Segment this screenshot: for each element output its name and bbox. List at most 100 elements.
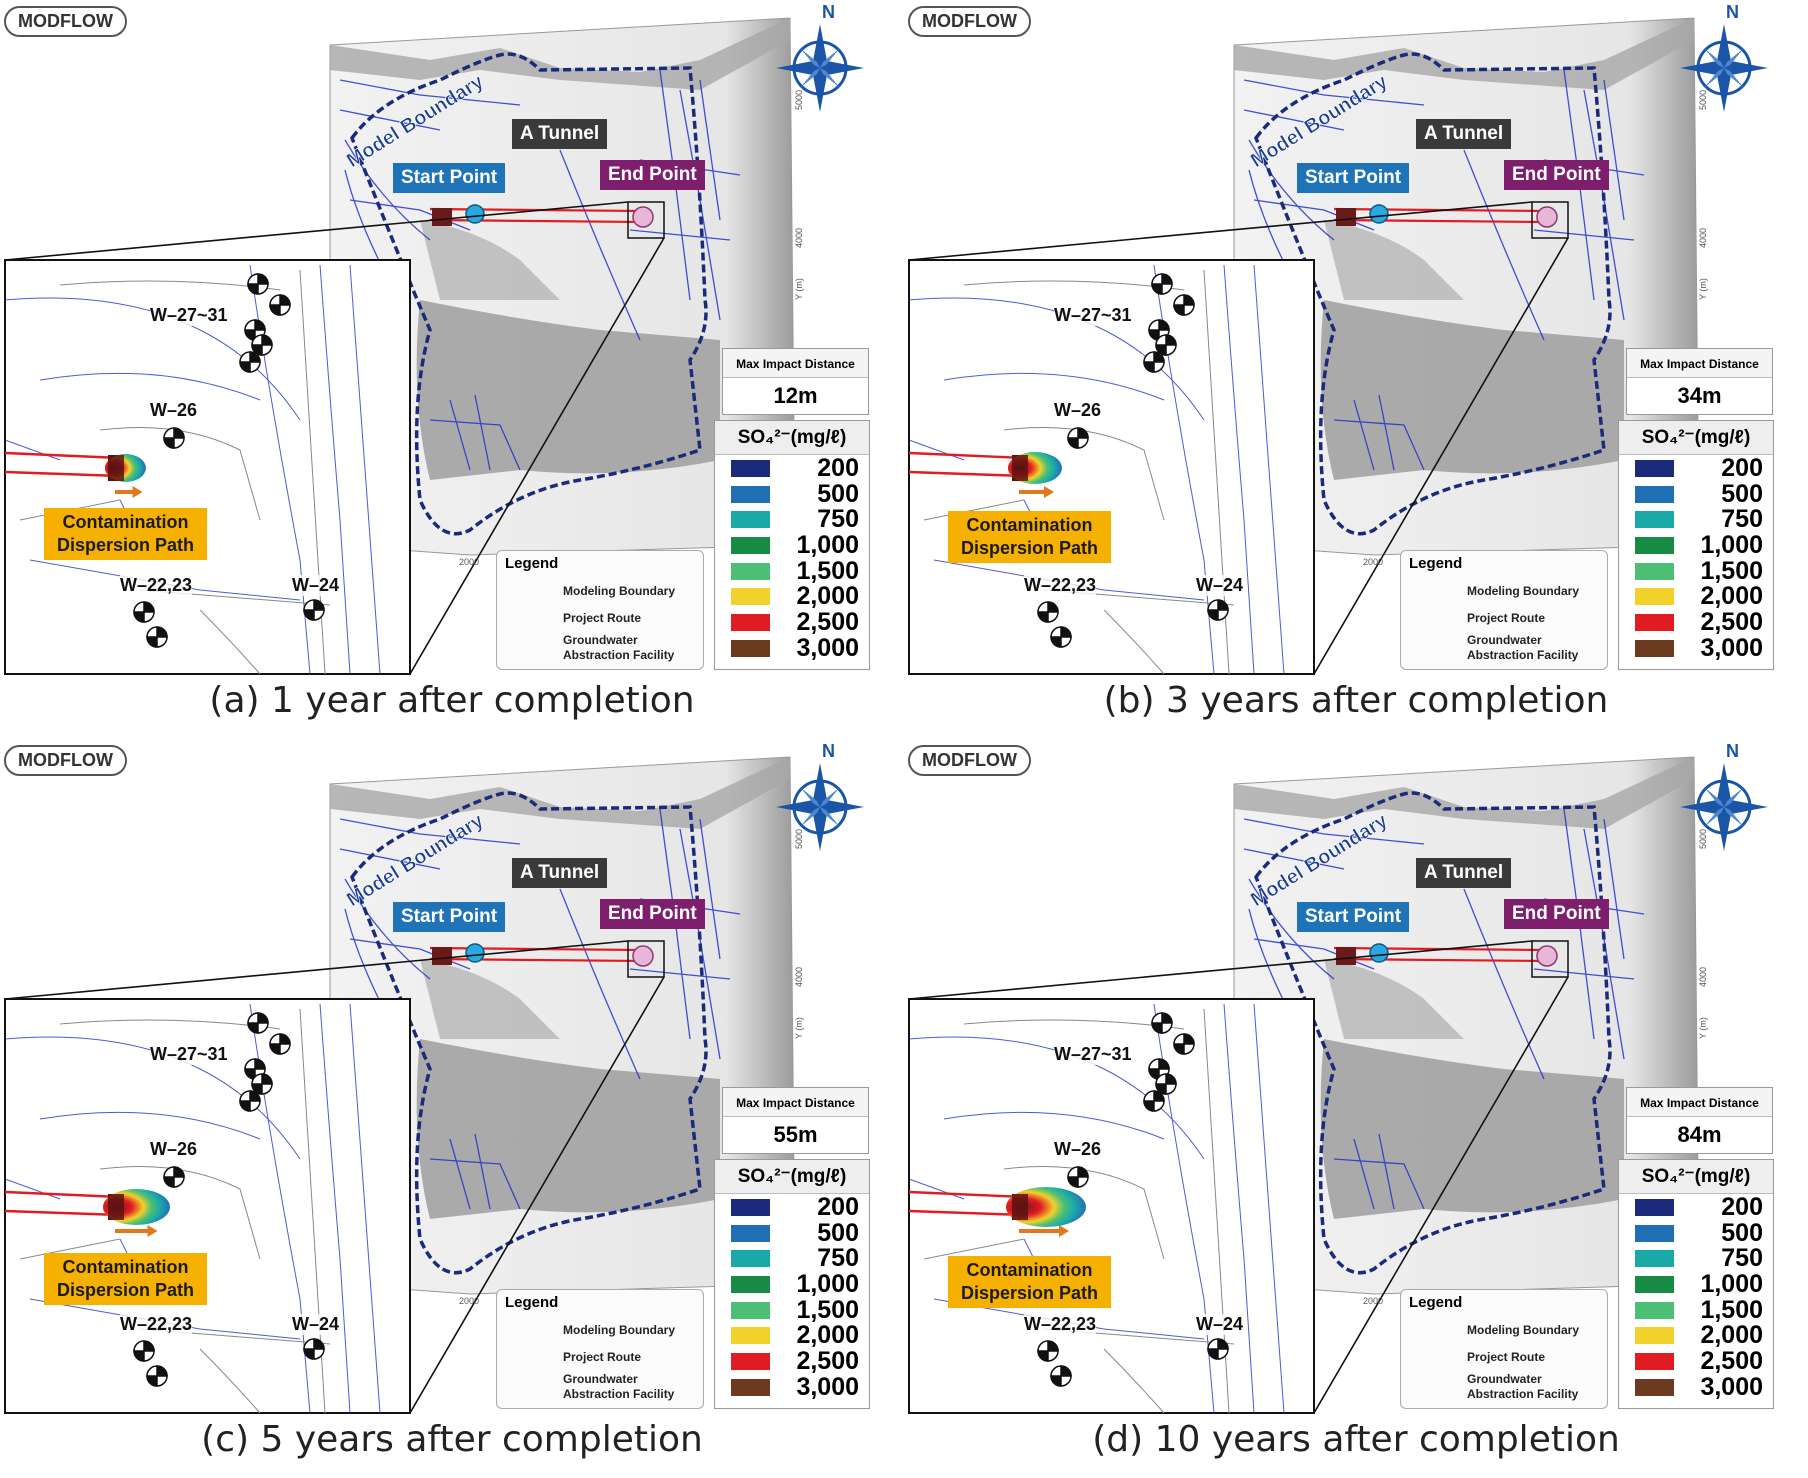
concentration-row: 1,000 [715, 1271, 869, 1297]
contamination-path-label: Contamination Dispersion Path [44, 1253, 207, 1305]
inset-map [908, 998, 1315, 1414]
compass-north-letter: N [822, 2, 835, 22]
max-impact-box: Max Impact Distance 55m [722, 1087, 869, 1154]
axis-label-y: Y (m) [1698, 278, 1708, 300]
legend-groundwater-line2: Abstraction Facility [563, 648, 675, 662]
urban-area-north [420, 959, 560, 1039]
axis-tick-x: 2000 [1363, 1296, 1383, 1306]
concentration-legend: SO₄²⁻(mg/ℓ) 200 500 750 1,000 1,500 2,000 2,50… [1618, 420, 1774, 670]
concentration-row: 1,000 [1619, 1271, 1773, 1297]
axis-tick-x: 2000 [1363, 557, 1383, 567]
route-start-plume [432, 208, 452, 226]
end-point-label: End Point [600, 160, 705, 190]
plume-core-overlay [108, 1194, 124, 1220]
contamination-path-label: Contamination Dispersion Path [948, 1256, 1111, 1308]
max-impact-value: 34m [1677, 383, 1722, 408]
concentration-value: 2,000 [796, 582, 859, 611]
concentration-row: 3,000 [715, 1374, 869, 1400]
concentration-row: 3,000 [1619, 1374, 1773, 1400]
max-impact-title: Max Impact Distance [1627, 349, 1772, 378]
concentration-swatch [731, 1378, 770, 1396]
concentration-value: 200 [1721, 454, 1763, 482]
concentration-value: 3,000 [796, 1372, 859, 1401]
concentration-swatch [731, 562, 770, 580]
concentration-swatch [731, 1327, 770, 1345]
concentration-value: 1,000 [796, 531, 859, 560]
contamination-line2: Dispersion Path [56, 1280, 195, 1300]
well-label-w27: W–27~31 [150, 1044, 228, 1065]
legend-project-route: Project Route [563, 611, 642, 625]
concentration-row: 1,500 [715, 558, 869, 584]
end-point-label: End Point [1504, 899, 1609, 929]
max-impact-box: Max Impact Distance 84m [1626, 1087, 1773, 1154]
end-point-marker [632, 206, 654, 228]
concentration-value: 750 [817, 505, 859, 534]
contamination-path-label: Contamination Dispersion Path [948, 511, 1111, 563]
concentration-swatch [731, 537, 770, 555]
compass-north-letter: N [1726, 741, 1739, 761]
well-label-w24: W–24 [292, 575, 340, 596]
legend-project-route: Project Route [1467, 611, 1546, 625]
concentration-swatch [731, 485, 770, 503]
concentration-value: 1,500 [796, 1295, 859, 1324]
well-label-w24: W–24 [1196, 575, 1244, 596]
concentration-row: 200 [715, 455, 869, 481]
well-label-w26: W–26 [1054, 1139, 1102, 1160]
axis-tick-y1: 4000 [1698, 228, 1708, 248]
model-boundary-line [1254, 791, 1612, 1275]
start-point-label: Start Point [393, 902, 506, 932]
contamination-line2: Dispersion Path [960, 538, 1099, 558]
legend-title: Legend [505, 555, 559, 572]
plume-group [102, 1189, 170, 1225]
axis-tick-y1: 4000 [1698, 967, 1708, 987]
axis-label-y: Y (m) [1698, 1017, 1708, 1039]
map-legend: Legend Modeling Boundary Project Route G… [1400, 1289, 1608, 1409]
well-label-w27: W–27~31 [1054, 305, 1132, 326]
axis-tick-y2: 5000 [794, 829, 804, 849]
max-impact-title: Max Impact Distance [723, 1088, 868, 1117]
concentration-row: 1,500 [715, 1297, 869, 1323]
start-point-marker [465, 204, 485, 224]
concentration-row: 2,500 [715, 609, 869, 635]
legend-groundwater-line2: Abstraction Facility [1467, 1387, 1579, 1401]
map-canvas: Model Boundary [4, 17, 864, 675]
concentration-value: 1,500 [1700, 556, 1763, 585]
zoom-box [1531, 940, 1569, 978]
concentration-value: 500 [1721, 1218, 1763, 1247]
concentration-value: 3,000 [1700, 633, 1763, 662]
start-point-label: Start Point [1297, 902, 1410, 932]
concentration-value: 2,000 [1700, 1321, 1763, 1350]
plume-group [104, 454, 146, 482]
tunnel-label: A Tunnel [512, 119, 608, 149]
concentration-swatch [731, 1199, 770, 1216]
concentration-value: 200 [1721, 1193, 1763, 1221]
well-label-w22: W–22,23 [120, 575, 193, 596]
concentration-value: 750 [1721, 1244, 1763, 1273]
concentration-value: 500 [817, 479, 859, 508]
legend-groundwater-line1: Groundwater [563, 1372, 638, 1386]
concentration-legend: SO₄²⁻(mg/ℓ) 200 500 750 1,000 1,500 2,000 2,50… [714, 420, 870, 670]
legend-groundwater-line2: Abstraction Facility [563, 1387, 675, 1401]
inset-map [908, 259, 1315, 675]
concentration-row: 2,000 [715, 583, 869, 609]
max-impact-value: 55m [773, 1122, 818, 1147]
concentration-swatch [1635, 1301, 1674, 1319]
well-label-w26: W–26 [150, 400, 198, 421]
concentration-row: 750 [715, 1245, 869, 1271]
axis-label-y: Y (m) [794, 1017, 804, 1039]
panel-caption: (a) 1 year after completion [209, 680, 695, 721]
urban-area [1320, 300, 1624, 480]
figure-panel-2: Model Boundary [0, 739, 904, 1478]
concentration-swatch [731, 588, 770, 606]
urban-area-north [1324, 959, 1464, 1039]
axis-tick-y2: 5000 [1698, 90, 1708, 110]
well-label-w27: W–27~31 [1054, 1044, 1132, 1065]
concentration-row: 1,500 [1619, 1297, 1773, 1323]
end-point-marker [1536, 945, 1558, 967]
concentration-swatch [1635, 1327, 1674, 1345]
concentration-swatch [1635, 485, 1674, 503]
concentration-swatch [1635, 639, 1674, 657]
urban-area [1320, 1039, 1624, 1219]
concentration-value: 3,000 [1700, 1372, 1763, 1401]
start-point-marker [1369, 204, 1389, 224]
